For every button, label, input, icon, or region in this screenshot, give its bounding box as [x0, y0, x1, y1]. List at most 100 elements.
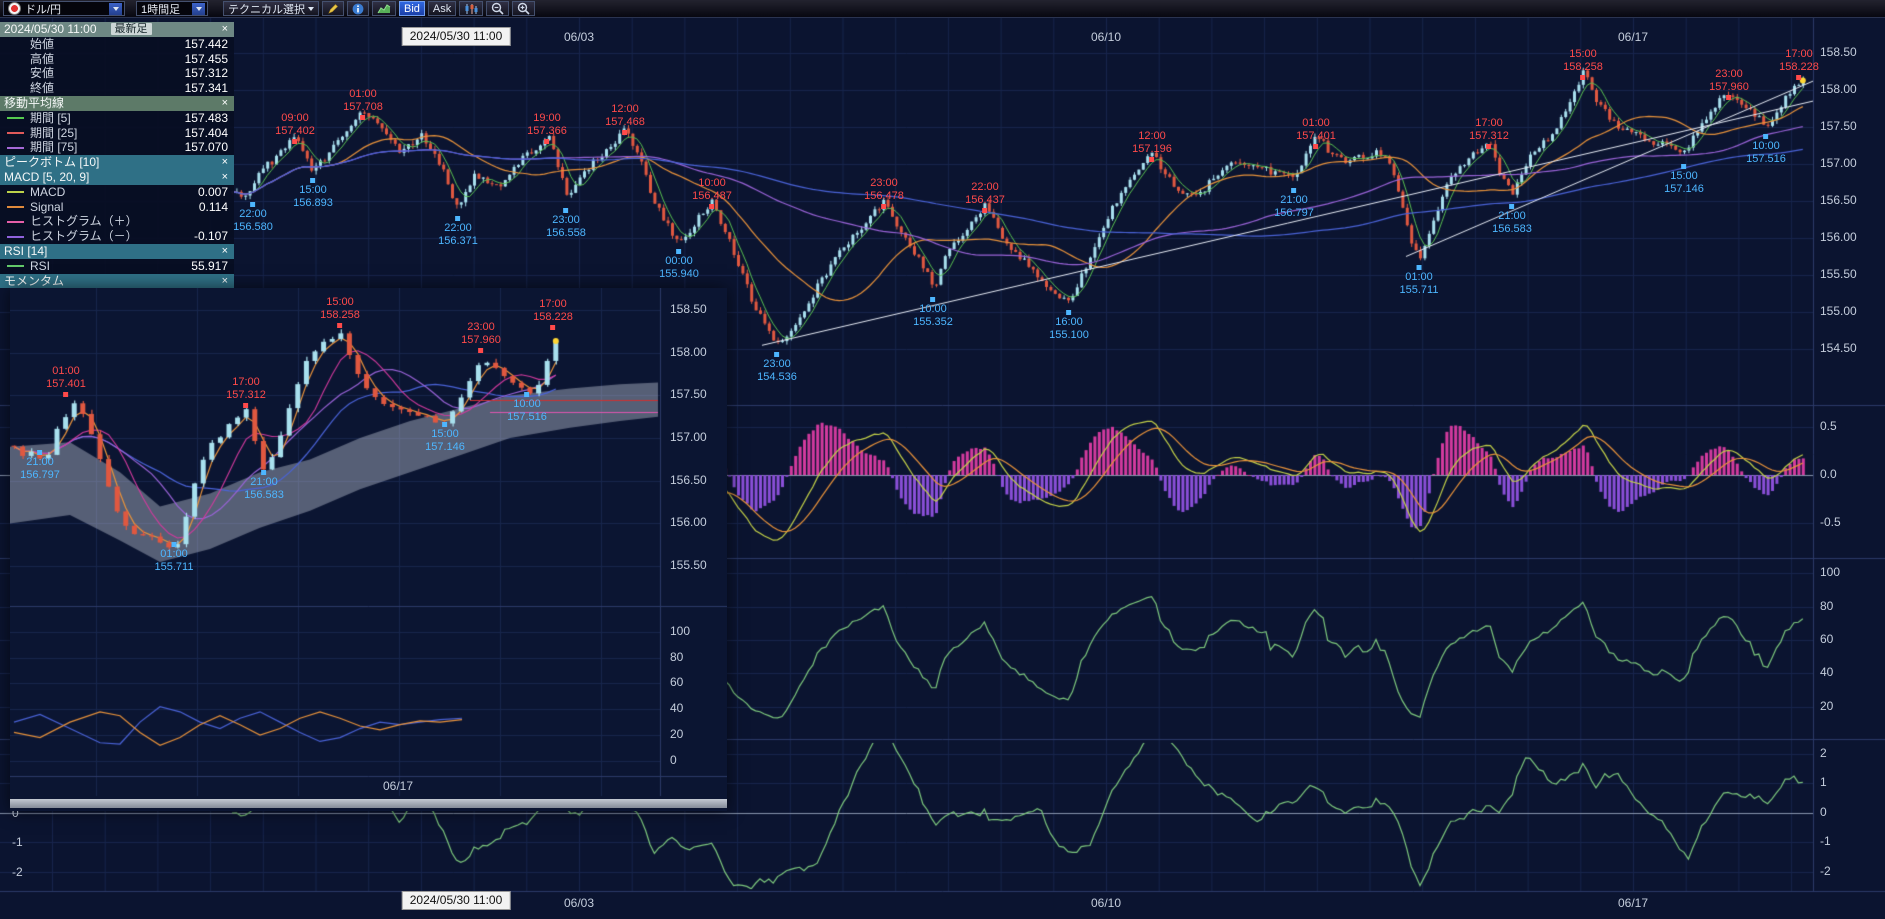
swing-marker — [37, 450, 43, 455]
swing-marker — [563, 208, 569, 213]
swing-price: 155.711 — [154, 561, 194, 573]
swing-annotation: 15:00 158.258 — [1563, 48, 1603, 81]
swing-price: 158.228 — [533, 311, 573, 323]
ohlc-row: 始値 157.442 — [0, 37, 234, 52]
indicator-value: 0.114 — [198, 199, 228, 214]
swing-time: 22:00 — [971, 181, 999, 193]
zoom-out-button[interactable] — [486, 1, 510, 16]
swing-marker — [1066, 310, 1072, 315]
swing-price: 158.258 — [320, 309, 360, 321]
ohlc-label: 始値 — [30, 36, 55, 51]
swing-marker — [622, 130, 628, 135]
swing-annotation: 15:00 158.258 — [320, 296, 360, 329]
y-axis-label: -1 — [1820, 834, 1831, 848]
indicator-value: 157.070 — [184, 140, 228, 155]
close-panel-button[interactable]: × — [221, 23, 228, 35]
swing-annotation: 19:00 157.366 — [527, 112, 567, 145]
ohlc-row: 安値 157.312 — [0, 66, 234, 81]
ask-label: Ask — [432, 2, 452, 15]
indicator-section-header: RSI [14] × — [0, 243, 234, 259]
datetime-box: 2024/05/30 11:00 — [401, 27, 511, 46]
ohlc-label: 終値 — [30, 81, 55, 96]
indicator-label: 期間 [75] — [30, 140, 78, 155]
overlay-horizontal-scrollbar[interactable] — [10, 799, 727, 808]
swing-annotation: 21:00 156.583 — [244, 469, 284, 502]
y-axis-label: 155.50 — [670, 558, 707, 572]
overlay-chart-canvas[interactable] — [10, 288, 727, 798]
y-axis-label: 156.50 — [670, 473, 707, 487]
indicator-section-header: ピークボトム [10] × — [0, 155, 234, 170]
area-chart-button[interactable] — [372, 1, 396, 16]
close-indicator-button[interactable]: × — [221, 96, 228, 109]
indicator-section-header: 移動平均線 × — [0, 95, 234, 111]
overlay-chart-window[interactable]: 01:00 157.401 21:00 156.797 17:00 157.312 21:0… — [10, 288, 727, 811]
swing-annotation: 10:00 157.516 — [507, 391, 547, 424]
close-indicator-button[interactable]: × — [221, 274, 228, 287]
bid-button[interactable]: Bid — [399, 1, 425, 16]
candle-chart-button[interactable] — [459, 1, 484, 16]
swing-price: 156.797 — [1274, 207, 1314, 219]
ask-button[interactable]: Ask — [427, 1, 457, 16]
swing-marker — [1291, 188, 1297, 193]
swing-marker — [261, 470, 267, 475]
swing-marker — [292, 139, 298, 144]
swing-time: 23:00 — [467, 321, 495, 333]
chevron-down-icon — [192, 2, 205, 15]
indicator-row: ヒストグラム（＋） — [0, 214, 234, 229]
x-axis-label: 06/03 — [563, 30, 595, 44]
y-axis-label: 158.00 — [1820, 82, 1857, 96]
draw-tool-button[interactable] — [322, 1, 344, 16]
swing-price: 156.558 — [546, 227, 586, 239]
swing-price: 156.487 — [692, 190, 732, 202]
swing-annotation: 16:00 155.100 — [1049, 309, 1089, 342]
close-indicator-button[interactable]: × — [221, 244, 228, 257]
swing-price: 155.940 — [659, 268, 699, 280]
swing-time: 21:00 — [1498, 210, 1526, 222]
y-axis-label: 40 — [1820, 665, 1834, 679]
y-axis-label: 0 — [1820, 805, 1827, 819]
y-axis-label: 0.5 — [1820, 419, 1837, 433]
swing-price: 157.401 — [46, 378, 86, 390]
close-indicator-button[interactable]: × — [221, 170, 228, 183]
swing-annotation: 01:00 157.401 — [1296, 117, 1336, 150]
y-axis-label: 20 — [670, 727, 684, 741]
swing-annotation: 23:00 154.536 — [757, 351, 797, 384]
swing-annotation: 01:00 155.711 — [1400, 264, 1438, 297]
info-button[interactable] — [347, 1, 369, 16]
pair-selector[interactable]: ドル/円 — [3, 1, 125, 16]
y-axis-label: 100 — [1820, 565, 1841, 579]
y-axis-label: -1 — [12, 835, 23, 849]
indicator-value: 157.404 — [184, 125, 228, 140]
swing-price: 154.536 — [757, 371, 797, 383]
section-title: ピークボトム [10] — [4, 155, 100, 170]
timeframe-selector[interactable]: 1時間足 — [136, 1, 208, 16]
swing-time: 22:00 — [239, 208, 267, 220]
swing-annotation: 12:00 157.468 — [605, 103, 645, 136]
toolbar: ドル/円 1時間足 テクニカル選択 Bid Ask — [0, 0, 1885, 18]
swing-marker — [550, 325, 556, 330]
close-indicator-button[interactable]: × — [221, 156, 228, 169]
swing-price: 157.468 — [605, 116, 645, 128]
indicator-section-header: モメンタム × — [0, 273, 234, 289]
swing-time: 15:00 — [1569, 48, 1597, 60]
swing-marker — [478, 348, 484, 353]
y-axis-label: 40 — [670, 701, 684, 715]
swing-time: 01:00 — [52, 365, 80, 377]
swing-time: 09:00 — [281, 112, 309, 124]
series-color-swatch — [7, 265, 24, 268]
series-color-swatch — [7, 235, 24, 238]
swing-marker — [1726, 95, 1732, 100]
swing-marker — [1486, 144, 1492, 149]
swing-annotation: 21:00 156.797 — [20, 449, 60, 482]
ohlc-row: 終値 157.341 — [0, 81, 234, 96]
y-axis-label: -2 — [12, 865, 23, 879]
swing-annotation: 21:00 156.583 — [1492, 203, 1532, 236]
zoom-in-button[interactable] — [512, 1, 536, 16]
data-window-panel: 2024/05/30 11:00 最新足 × 始値 157.442 高値 157.455 安値… — [0, 22, 234, 289]
swing-marker — [1763, 134, 1769, 139]
swing-time: 19:00 — [533, 112, 561, 124]
pencil-icon — [328, 3, 338, 14]
indicator-label: Signal — [30, 199, 64, 214]
technical-select-button[interactable]: テクニカル選択 — [223, 1, 319, 16]
indicator-value: 0.007 — [197, 184, 228, 199]
